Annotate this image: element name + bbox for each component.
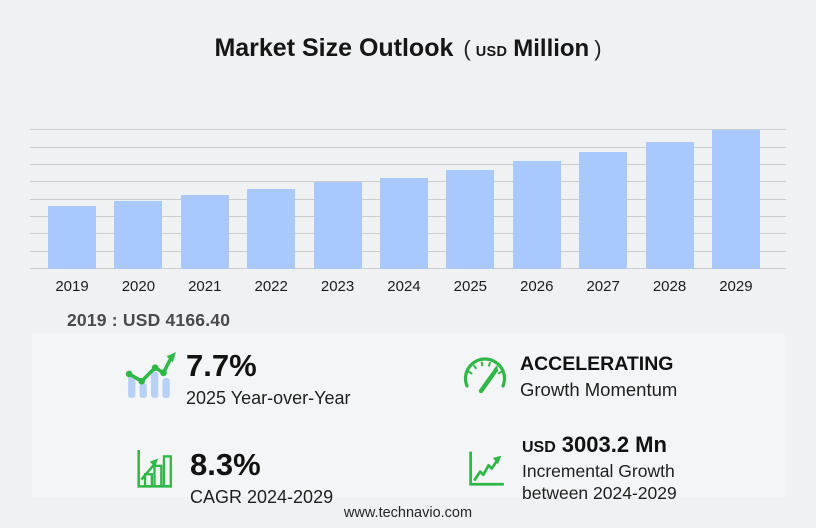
bar-2019 xyxy=(48,206,96,269)
x-tick-2024: 2024 xyxy=(387,278,421,295)
incremental-label-line2: between 2024-2029 xyxy=(522,483,677,504)
x-tick-2027: 2027 xyxy=(586,278,620,295)
x-tick-2028: 2028 xyxy=(652,278,687,295)
incremental-label-line1: Incremental Growth xyxy=(522,461,675,481)
x-tick-2026: 2026 xyxy=(520,278,554,295)
stat-yoy-text: 7.7% 2025 Year-over-Year xyxy=(186,348,351,409)
bars-container xyxy=(30,109,786,269)
momentum-value: ACCELERATING xyxy=(520,353,674,375)
title-main: Market Size Outlook xyxy=(214,34,454,62)
x-tick-2023: 2023 xyxy=(320,278,355,295)
stat-incremental-text: USD 3003.2 Mn Incremental Growth between … xyxy=(522,433,677,505)
x-tick-2025: 2025 xyxy=(453,278,488,295)
incremental-currency: USD xyxy=(522,439,556,456)
stat-cagr: 8.3% CAGR 2024-2029 xyxy=(120,447,334,508)
stat-growth-momentum: ACCELERATING Growth Momentum xyxy=(450,353,677,401)
chart-plot-area xyxy=(30,109,786,269)
gridline xyxy=(30,146,786,148)
gauge-icon xyxy=(450,357,520,397)
stat-yoy-growth: 7.7% 2025 Year-over-Year xyxy=(116,348,351,409)
x-tick-2019: 2019 xyxy=(55,278,89,295)
gridline xyxy=(30,163,786,165)
page-title: Market Size Outlook (USD Million) xyxy=(0,34,816,63)
title-unit-scale: Million xyxy=(513,35,590,62)
incremental-value-row: USD 3003.2 Mn xyxy=(522,433,677,457)
x-tick-2022: 2022 xyxy=(254,278,288,295)
bar-2025 xyxy=(446,170,495,269)
bar-2028 xyxy=(645,141,694,269)
base-year-value: 2019 : USD 4166.40 xyxy=(67,310,231,330)
title-unit-currency: USD xyxy=(475,44,508,60)
x-tick-2029: 2029 xyxy=(719,278,753,295)
bar-2026 xyxy=(512,160,561,269)
x-tick-2020: 2020 xyxy=(121,278,156,295)
bar-2029 xyxy=(711,130,760,269)
bar-2027 xyxy=(579,151,628,269)
x-tick-2021: 2021 xyxy=(188,278,222,295)
cagr-value: 8.3% xyxy=(190,447,261,482)
website-url: www.technavio.com xyxy=(343,505,473,521)
momentum-label: Growth Momentum xyxy=(520,379,678,401)
title-paren-close: ) xyxy=(594,36,602,61)
bar-2020 xyxy=(114,200,163,269)
incremental-value: 3003.2 Mn xyxy=(561,432,667,457)
bar-chart-arrow-icon xyxy=(120,449,190,508)
yoy-label: 2025 Year-over-Year xyxy=(186,387,351,408)
stats-panel: 7.7% 2025 Year-over-Year ACCELERATING G xyxy=(32,333,785,507)
bar-2022 xyxy=(247,189,296,269)
title-paren-open: ( xyxy=(463,36,471,61)
market-size-bar-chart: 2019 2020 2021 2022 2023 2024 2025 2026 2027 2028… xyxy=(30,109,786,295)
bar-2023 xyxy=(313,181,362,269)
stat-incremental-growth: USD 3003.2 Mn Incremental Growth between … xyxy=(452,433,677,505)
bar-2024 xyxy=(379,177,428,269)
trend-line-bars-icon xyxy=(116,350,186,409)
stat-cagr-text: 8.3% CAGR 2024-2029 xyxy=(190,447,334,508)
yoy-value: 7.7% xyxy=(186,348,257,383)
gridline xyxy=(30,129,786,131)
bar-2021 xyxy=(180,195,229,269)
x-axis-labels: 2019 2020 2021 2022 2023 2024 2025 2026 2027 2028… xyxy=(30,278,786,295)
cagr-label: CAGR 2024-2029 xyxy=(190,486,334,507)
line-chart-arrow-icon xyxy=(452,433,522,505)
stat-momentum-text: ACCELERATING Growth Momentum xyxy=(520,353,677,401)
